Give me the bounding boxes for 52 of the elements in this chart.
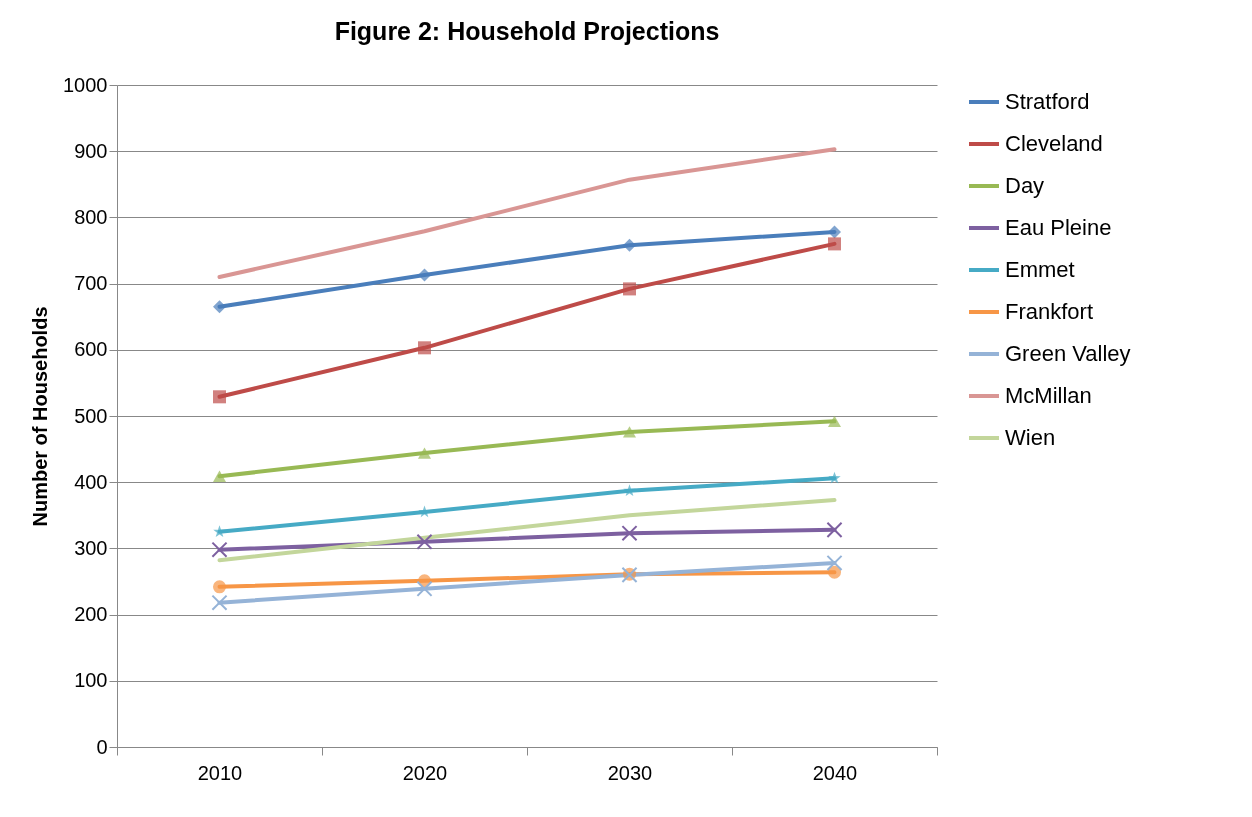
legend-label: Stratford — [1005, 89, 1090, 114]
point — [828, 471, 841, 484]
point — [417, 268, 432, 282]
line-series — [217, 147, 837, 279]
point — [622, 282, 637, 296]
legend-label: Day — [1005, 173, 1045, 198]
point — [826, 554, 843, 572]
y-tick-label: 600 — [74, 338, 108, 361]
y-tick-label: 300 — [74, 536, 108, 559]
point — [211, 594, 228, 611]
line-series — [217, 498, 837, 563]
legend-label: Eau Pleine — [1005, 215, 1112, 240]
y-tick-label: 400 — [74, 470, 108, 493]
point — [212, 300, 227, 314]
y-axis-title: Number of Households — [29, 306, 52, 527]
point — [827, 415, 842, 427]
legend-label: Cleveland — [1005, 131, 1103, 156]
legend-label: Green Valley — [1005, 341, 1131, 366]
x-tick-label: 2020 — [402, 761, 448, 784]
point — [827, 565, 842, 579]
point — [416, 580, 433, 597]
legend-label: Wien — [1005, 425, 1056, 450]
point — [212, 580, 227, 594]
y-tick-label: 900 — [74, 139, 108, 162]
point — [417, 447, 432, 459]
x-tick-label: 2040 — [812, 761, 858, 784]
point — [212, 390, 227, 404]
point — [826, 521, 843, 538]
point — [622, 238, 637, 252]
y-tick-label: 700 — [74, 272, 108, 295]
point — [621, 525, 638, 542]
legend-label: Emmet — [1005, 257, 1075, 282]
y-tick-label: 100 — [74, 669, 108, 692]
x-tick-label: 2030 — [607, 761, 653, 784]
point — [211, 541, 228, 558]
y-tick-label: 500 — [74, 404, 108, 427]
point — [622, 426, 637, 438]
point — [212, 470, 227, 482]
point — [623, 484, 636, 497]
point — [416, 533, 433, 550]
point — [417, 341, 432, 355]
point — [827, 237, 842, 251]
chart-title: Figure 2: Household Projections — [334, 17, 720, 45]
y-tick-label: 200 — [74, 603, 108, 626]
y-tick-label: 800 — [74, 205, 108, 228]
legend-label: Frankfort — [1005, 299, 1094, 324]
point — [213, 525, 226, 538]
point — [827, 225, 842, 239]
x-tick-label: 2010 — [197, 761, 243, 784]
y-tick-label: 0 — [96, 735, 108, 758]
legend-label: McMillan — [1005, 383, 1092, 408]
y-tick-label: 1000 — [63, 73, 108, 96]
